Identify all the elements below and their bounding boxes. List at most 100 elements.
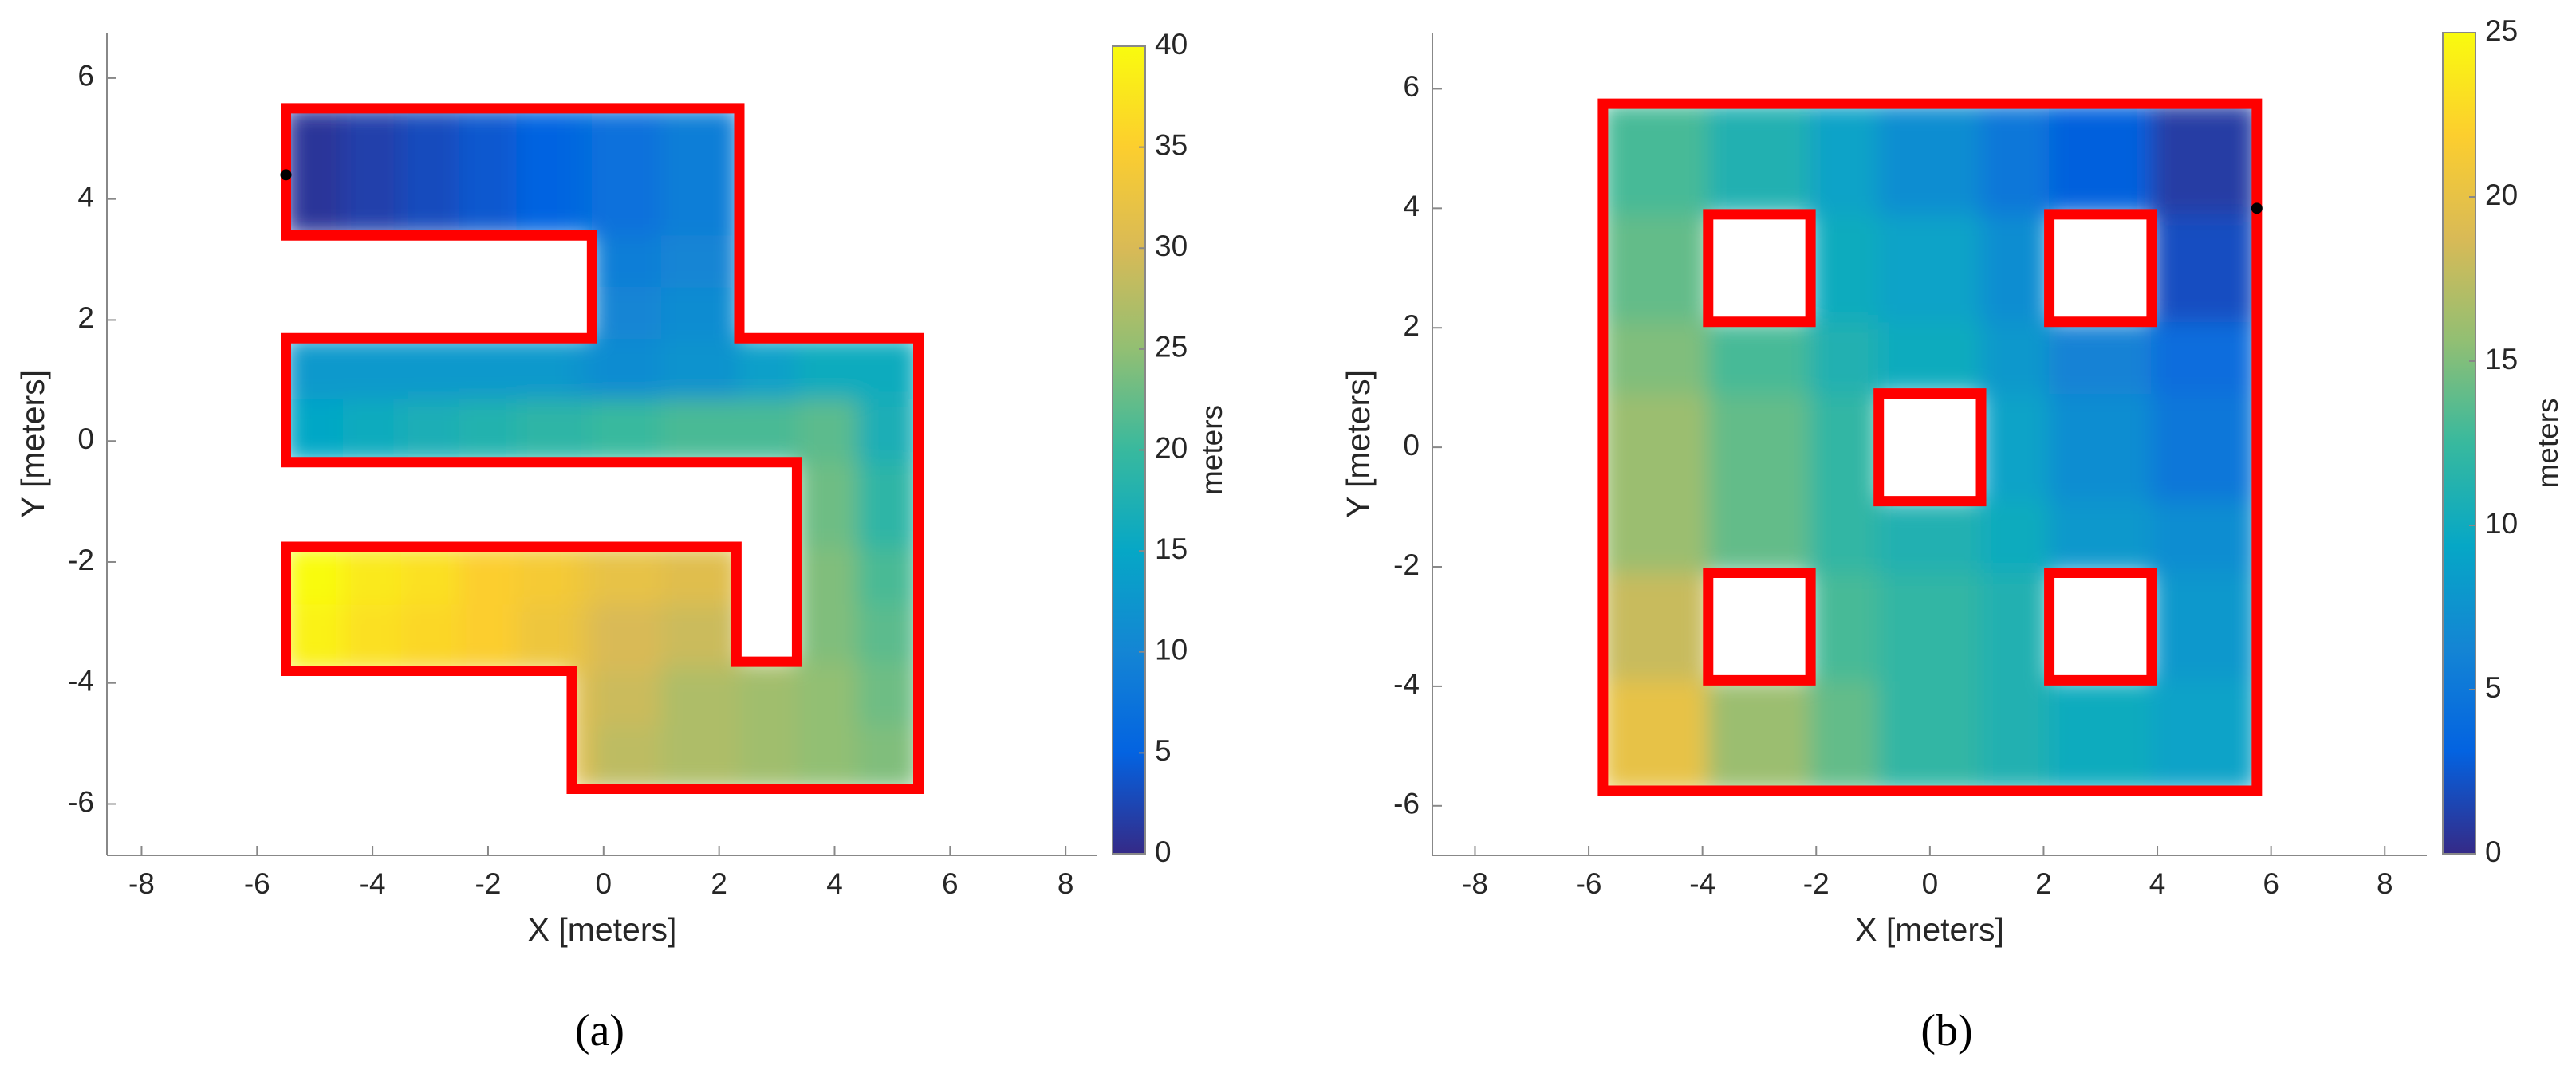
heat-cell xyxy=(1980,214,2050,323)
obstacle-wall xyxy=(2044,209,2157,328)
heat-cell xyxy=(2151,214,2257,323)
heat-cell xyxy=(739,337,798,399)
x-tick-label: 0 xyxy=(1922,867,1939,900)
heat-cell xyxy=(2049,104,2153,215)
heat-cell xyxy=(2049,321,2153,395)
colorbar-tick-label: 30 xyxy=(1155,230,1188,262)
colorbar-tick-label: 20 xyxy=(2485,179,2518,211)
source-point xyxy=(280,169,292,181)
source-point xyxy=(2251,202,2263,214)
y-tick-label: -6 xyxy=(68,785,94,818)
heat-cell xyxy=(1980,393,2050,502)
heat-cell xyxy=(343,546,402,605)
heat-cell xyxy=(2151,501,2257,574)
heat-cell xyxy=(286,108,345,173)
x-axis-label: X [meters] xyxy=(528,911,677,948)
x-tick-label: -4 xyxy=(360,867,386,900)
heat-cell xyxy=(1707,501,1811,574)
heat-cell xyxy=(571,603,593,662)
heat-cell xyxy=(1602,104,1709,215)
heat-cell xyxy=(343,337,402,399)
heat-cell xyxy=(1878,321,1982,395)
heat-cell xyxy=(1602,321,1709,395)
heat-cell xyxy=(796,398,858,463)
heat-cell xyxy=(1602,393,1709,502)
heat-cell xyxy=(1707,321,1811,395)
colorbar-tick-label: 5 xyxy=(1155,734,1172,767)
heat-cell xyxy=(857,725,919,789)
y-tick-label: 2 xyxy=(77,301,94,334)
heat-cell xyxy=(1602,679,1709,792)
heat-cell xyxy=(1602,572,1709,681)
wall xyxy=(281,103,924,795)
heat-cell xyxy=(660,725,740,789)
heat-cell xyxy=(1980,679,2050,792)
x-tick-label: -2 xyxy=(475,867,502,900)
heat-cell xyxy=(343,171,402,236)
heat-cell xyxy=(571,171,593,236)
heat-cell xyxy=(343,108,402,173)
heat-cell xyxy=(857,546,919,605)
colorbar-label: meters xyxy=(2531,398,2564,488)
x-tick-label: 8 xyxy=(2377,867,2393,900)
colorbar-tick-label: 5 xyxy=(2485,671,2502,704)
colorbar-tick-label: 20 xyxy=(1155,431,1188,464)
heat-cell xyxy=(400,398,460,463)
obstacle-wall xyxy=(1873,388,1987,507)
heat-cell xyxy=(1810,214,1880,323)
heat-cell xyxy=(286,337,345,399)
heat-cell xyxy=(660,398,740,463)
y-tick-label: 0 xyxy=(1403,429,1420,462)
heat-cell xyxy=(1980,572,2050,681)
heat-cell xyxy=(571,398,593,463)
y-tick-label: -2 xyxy=(1393,548,1420,581)
heat-cell xyxy=(857,661,919,672)
heat-cell xyxy=(400,603,460,662)
heat-cell xyxy=(459,603,518,662)
x-tick-label: 4 xyxy=(826,867,843,900)
heat-cell xyxy=(857,603,919,662)
y-tick-label: 6 xyxy=(1403,70,1420,103)
heat-cell xyxy=(571,108,593,173)
y-axis-label: Y [meters] xyxy=(14,370,51,518)
heat-cell xyxy=(286,546,345,605)
colorbar-tick-label: 0 xyxy=(1155,835,1172,868)
heat-cell xyxy=(1707,104,1811,215)
heat-cell xyxy=(591,286,662,339)
heat-cell xyxy=(739,670,798,726)
colorbar-tick-label: 25 xyxy=(1155,331,1188,364)
heat-cell xyxy=(1707,393,1811,502)
heat-cell xyxy=(1878,572,1982,681)
heat-cell xyxy=(516,108,573,173)
heat-cell xyxy=(1878,501,1982,574)
heat-cell xyxy=(591,546,662,605)
heat-cell xyxy=(1810,501,1880,574)
heat-cell xyxy=(660,234,740,288)
heat-cell xyxy=(660,661,740,672)
heat-cell xyxy=(1810,572,1880,681)
heat-cell xyxy=(459,337,518,399)
heat-cell xyxy=(516,337,573,399)
heat-cell xyxy=(516,546,573,605)
heat-cell xyxy=(400,337,460,399)
heat-cell xyxy=(286,603,345,662)
heat-cell xyxy=(591,661,662,672)
heat-cell xyxy=(1980,321,2050,395)
x-tick-label: -6 xyxy=(244,867,270,900)
heat-cell xyxy=(660,337,740,399)
colorbar-tick-label: 40 xyxy=(1155,28,1188,61)
y-tick-label: 6 xyxy=(77,60,94,92)
heat-cell xyxy=(516,171,573,236)
heat-cell xyxy=(2151,572,2257,681)
heatmap-cells xyxy=(1602,104,2257,792)
y-tick-label: 4 xyxy=(1403,190,1420,222)
heat-cell xyxy=(660,108,740,173)
caption: (a) xyxy=(575,1006,624,1055)
heat-cell xyxy=(796,725,858,789)
y-tick-label: -4 xyxy=(68,665,94,698)
heat-cell xyxy=(343,398,402,463)
heat-cell xyxy=(571,337,593,399)
caption: (b) xyxy=(1920,1006,1972,1055)
